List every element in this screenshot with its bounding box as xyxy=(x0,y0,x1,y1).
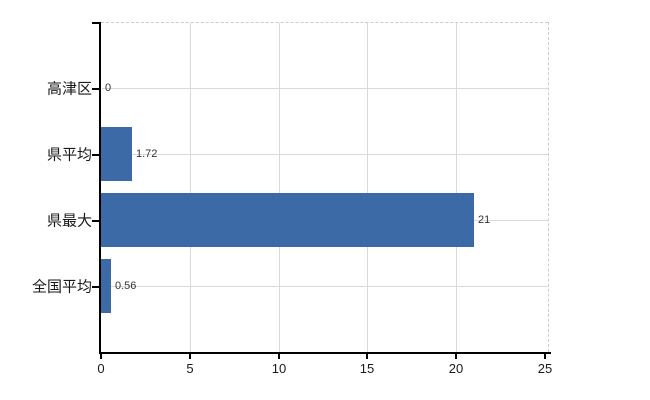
y-tick xyxy=(92,154,99,156)
category-label: 高津区 xyxy=(46,80,92,98)
x-tick-label: 15 xyxy=(359,361,375,376)
bar-value-label: 1.72 xyxy=(136,148,158,160)
v-gridline xyxy=(279,23,280,352)
v-gridline xyxy=(190,23,191,352)
bar-value-label: 21 xyxy=(478,214,491,226)
bar-value-label: 0 xyxy=(105,82,112,94)
x-tick-label: 20 xyxy=(448,361,464,376)
x-tick-label: 25 xyxy=(537,361,553,376)
category-label: 県平均 xyxy=(46,146,92,164)
chart-frame-top xyxy=(101,22,548,23)
bar-value-label: 0.56 xyxy=(115,280,137,292)
x-tick-label: 10 xyxy=(271,361,287,376)
x-tick xyxy=(455,354,457,359)
y-axis-line xyxy=(99,22,101,354)
x-tick xyxy=(278,354,280,359)
bar xyxy=(101,259,111,313)
category-label: 県最大 xyxy=(46,212,92,230)
x-axis-line xyxy=(99,352,551,354)
v-gridline xyxy=(456,23,457,352)
category-label: 全国平均 xyxy=(31,278,92,296)
bar xyxy=(101,127,132,181)
x-tick xyxy=(189,354,191,359)
y-tick xyxy=(92,22,99,24)
y-tick xyxy=(92,220,99,222)
h-gridline xyxy=(102,154,548,155)
x-tick xyxy=(366,354,368,359)
x-tick-label: 0 xyxy=(97,361,105,376)
v-gridline xyxy=(367,23,368,352)
y-tick xyxy=(92,286,99,288)
x-tick xyxy=(100,354,102,359)
chart-frame-right xyxy=(548,22,549,352)
y-tick xyxy=(92,88,99,90)
h-gridline xyxy=(102,88,548,89)
h-gridline xyxy=(102,286,548,287)
x-tick xyxy=(544,354,546,359)
x-tick-label: 5 xyxy=(186,361,194,376)
bar xyxy=(101,193,474,247)
